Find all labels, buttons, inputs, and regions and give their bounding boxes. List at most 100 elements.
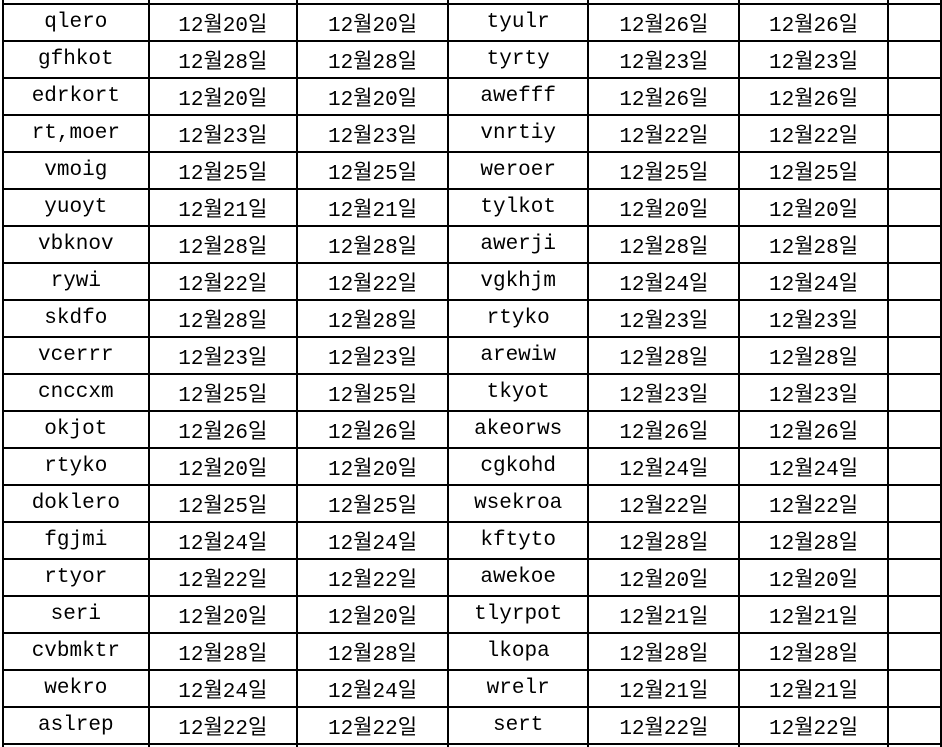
date-cell[interactable]: 12월21일 (738, 595, 889, 634)
date-cell[interactable]: 12월20일 (147, 595, 299, 634)
date-cell[interactable]: 12월26일 (587, 410, 741, 449)
name-cell[interactable]: cvbmktr (2, 632, 150, 671)
name-cell[interactable]: tyrty (447, 40, 590, 79)
date-cell[interactable]: 12월24일 (147, 521, 299, 560)
name-cell[interactable]: skdfo (2, 299, 150, 338)
name-cell[interactable]: vbknov (2, 225, 150, 264)
name-cell[interactable]: wekro (2, 669, 150, 708)
name-cell[interactable]: awekoe (447, 558, 590, 597)
date-cell[interactable]: 12월25일 (295, 373, 450, 412)
date-cell[interactable]: 12월28일 (147, 40, 299, 79)
date-cell[interactable]: 12월26일 (738, 3, 889, 42)
date-cell[interactable]: 12월25일 (147, 151, 299, 190)
date-cell[interactable]: 12월24일 (587, 447, 741, 486)
date-cell[interactable]: 12월21일 (587, 595, 741, 634)
date-cell[interactable]: 12월24일 (738, 447, 889, 486)
name-cell[interactable]: yuoyt (2, 188, 150, 227)
date-cell[interactable]: 12월22일 (295, 706, 450, 745)
date-cell[interactable]: 12월23일 (147, 114, 299, 153)
date-cell[interactable]: 12월22일 (738, 484, 889, 523)
name-cell[interactable]: edrkort (2, 77, 150, 116)
date-cell[interactable]: 12월25일 (147, 484, 299, 523)
date-cell[interactable]: 12월20일 (587, 188, 741, 227)
name-cell[interactable]: aslrep (2, 706, 150, 745)
date-cell[interactable]: 12월23일 (738, 373, 889, 412)
date-cell[interactable]: 12월20일 (295, 447, 450, 486)
date-cell[interactable]: 12월28일 (295, 225, 450, 264)
date-cell[interactable]: 12월26일 (147, 410, 299, 449)
name-cell[interactable]: akeorws (447, 410, 590, 449)
date-cell[interactable]: 12월22일 (295, 558, 450, 597)
date-cell[interactable]: 12월26일 (587, 3, 741, 42)
name-cell[interactable]: awerji (447, 225, 590, 264)
name-cell[interactable]: okjot (2, 410, 150, 449)
date-cell[interactable]: 12월28일 (738, 521, 889, 560)
date-cell[interactable]: 12월22일 (587, 114, 741, 153)
date-cell[interactable]: 12월25일 (587, 151, 741, 190)
date-cell[interactable]: 12월28일 (587, 521, 741, 560)
date-cell[interactable]: 12월22일 (738, 114, 889, 153)
date-cell[interactable]: 12월21일 (295, 188, 450, 227)
date-cell[interactable]: 12월28일 (587, 336, 741, 375)
date-cell[interactable]: 12월26일 (587, 77, 741, 116)
date-cell[interactable]: 12월24일 (295, 669, 450, 708)
name-cell[interactable]: doklero (2, 484, 150, 523)
name-cell[interactable]: tyulr (447, 3, 590, 42)
date-cell[interactable]: 12월23일 (738, 299, 889, 338)
name-cell[interactable]: rtyko (447, 299, 590, 338)
date-cell[interactable]: 12월20일 (295, 3, 450, 42)
date-cell[interactable]: 12월22일 (295, 262, 450, 301)
date-cell[interactable]: 12월23일 (587, 40, 741, 79)
date-cell[interactable]: 12월25일 (295, 484, 450, 523)
date-cell[interactable]: 12월28일 (587, 632, 741, 671)
name-cell[interactable]: vgkhjm (447, 262, 590, 301)
date-cell[interactable]: 12월21일 (147, 188, 299, 227)
date-cell[interactable]: 12월25일 (147, 373, 299, 412)
name-cell[interactable]: vnrtiy (447, 114, 590, 153)
date-cell[interactable]: 12월25일 (738, 151, 889, 190)
date-cell[interactable]: 12월22일 (587, 484, 741, 523)
date-cell[interactable]: 12월23일 (295, 114, 450, 153)
name-cell[interactable]: tylkot (447, 188, 590, 227)
date-cell[interactable]: 12월20일 (295, 77, 450, 116)
name-cell[interactable]: sert (447, 706, 590, 745)
name-cell[interactable]: gfhkot (2, 40, 150, 79)
name-cell[interactable]: rt,moer (2, 114, 150, 153)
name-cell[interactable]: rywi (2, 262, 150, 301)
date-cell[interactable]: 12월23일 (738, 40, 889, 79)
date-cell[interactable]: 12월28일 (147, 225, 299, 264)
date-cell[interactable]: 12월28일 (738, 225, 889, 264)
date-cell[interactable]: 12월20일 (147, 447, 299, 486)
date-cell[interactable]: 12월24일 (147, 669, 299, 708)
name-cell[interactable]: wrelr (447, 669, 590, 708)
date-cell[interactable]: 12월28일 (147, 299, 299, 338)
name-cell[interactable]: vcerrr (2, 336, 150, 375)
date-cell[interactable]: 12월23일 (295, 336, 450, 375)
date-cell[interactable]: 12월21일 (587, 669, 741, 708)
name-cell[interactable]: cnccxm (2, 373, 150, 412)
name-cell[interactable]: fgjmi (2, 521, 150, 560)
name-cell[interactable]: seri (2, 595, 150, 634)
name-cell[interactable]: arewiw (447, 336, 590, 375)
date-cell[interactable]: 12월24일 (295, 521, 450, 560)
date-cell[interactable]: 12월28일 (738, 336, 889, 375)
date-cell[interactable]: 12월24일 (738, 262, 889, 301)
date-cell[interactable]: 12월21일 (738, 669, 889, 708)
date-cell[interactable]: 12월22일 (147, 262, 299, 301)
name-cell[interactable]: rtyko (2, 447, 150, 486)
date-cell[interactable]: 12월20일 (587, 558, 741, 597)
date-cell[interactable]: 12월25일 (295, 151, 450, 190)
date-cell[interactable]: 12월22일 (587, 706, 741, 745)
date-cell[interactable]: 12월24일 (587, 262, 741, 301)
name-cell[interactable]: cgkohd (447, 447, 590, 486)
date-cell[interactable]: 12월22일 (738, 706, 889, 745)
date-cell[interactable]: 12월22일 (147, 706, 299, 745)
date-cell[interactable]: 12월20일 (147, 3, 299, 42)
name-cell[interactable]: kftyto (447, 521, 590, 560)
date-cell[interactable]: 12월28일 (295, 632, 450, 671)
name-cell[interactable]: awefff (447, 77, 590, 116)
name-cell[interactable]: lkopa (447, 632, 590, 671)
name-cell[interactable]: weroer (447, 151, 590, 190)
date-cell[interactable]: 12월28일 (587, 225, 741, 264)
date-cell[interactable]: 12월22일 (147, 558, 299, 597)
